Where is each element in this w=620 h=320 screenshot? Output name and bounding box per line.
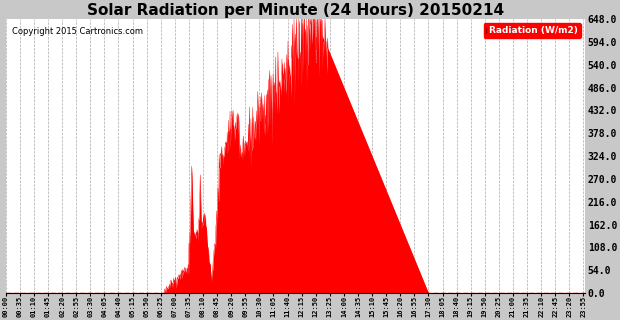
Text: Copyright 2015 Cartronics.com: Copyright 2015 Cartronics.com bbox=[12, 27, 143, 36]
Title: Solar Radiation per Minute (24 Hours) 20150214: Solar Radiation per Minute (24 Hours) 20… bbox=[87, 3, 504, 18]
Legend: Radiation (W/m2): Radiation (W/m2) bbox=[484, 23, 580, 38]
